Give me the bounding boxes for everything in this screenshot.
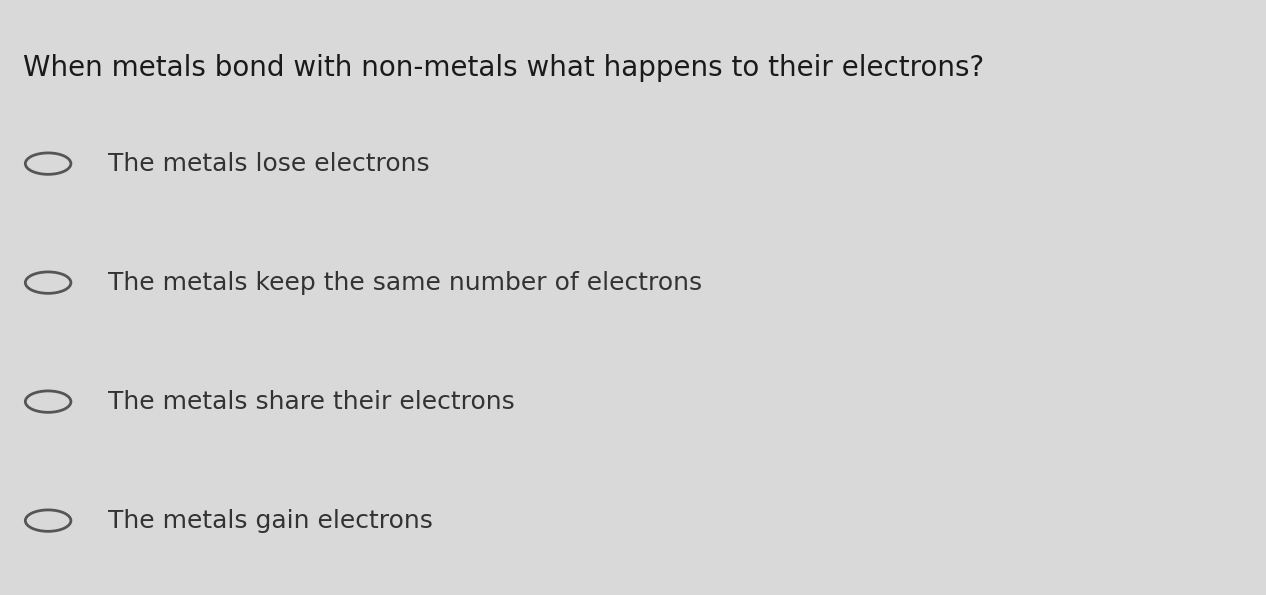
Text: The metals gain electrons: The metals gain electrons <box>108 509 433 533</box>
Text: The metals keep the same number of electrons: The metals keep the same number of elect… <box>108 271 701 295</box>
Text: When metals bond with non-metals what happens to their electrons?: When metals bond with non-metals what ha… <box>23 54 984 82</box>
Text: The metals share their electrons: The metals share their electrons <box>108 390 514 414</box>
Text: The metals lose electrons: The metals lose electrons <box>108 152 429 176</box>
